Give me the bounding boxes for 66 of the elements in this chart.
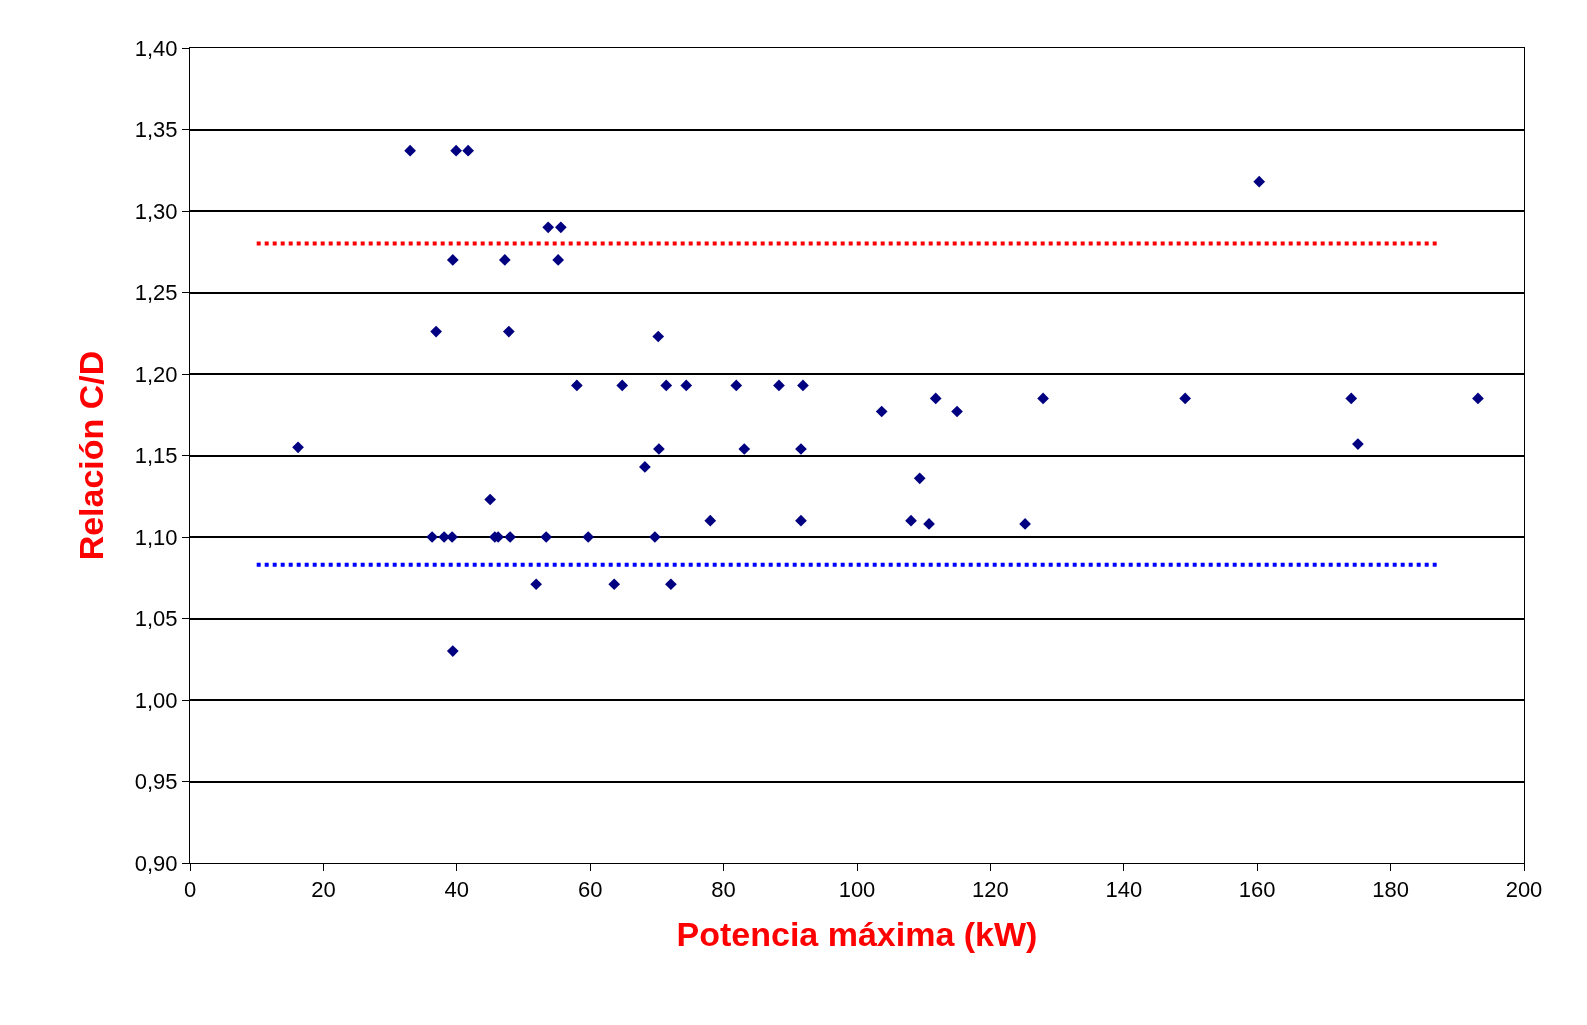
point: [446, 645, 459, 657]
y-tick-label: 1,30: [134, 198, 178, 224]
point: [795, 514, 807, 527]
point: [1472, 392, 1484, 405]
x-tick-label: 160: [1238, 877, 1276, 903]
point: [608, 578, 621, 591]
point: [773, 379, 785, 392]
x-tick-label: 0: [183, 877, 197, 903]
x-tick-label: 200: [1505, 877, 1543, 903]
point: [652, 330, 665, 343]
y-axis-title: Relación C/D: [72, 350, 111, 561]
point: [446, 254, 459, 266]
point: [913, 472, 926, 485]
point: [639, 461, 651, 473]
point: [430, 325, 442, 338]
point: [1037, 392, 1049, 405]
point: [404, 144, 416, 157]
point: [582, 531, 595, 543]
point: [730, 379, 743, 392]
point: [502, 325, 515, 338]
y-tick-label: 1,25: [134, 280, 178, 306]
point: [552, 254, 565, 266]
y-tick-label: 1,40: [134, 35, 178, 61]
x-tick-label: 180: [1372, 877, 1409, 903]
point: [929, 392, 942, 405]
point: [1253, 175, 1266, 188]
point: [530, 578, 543, 591]
y-tick-label: 1,35: [134, 117, 178, 143]
point: [660, 379, 673, 392]
y-tick-label: 1,05: [134, 606, 178, 632]
point: [1179, 392, 1192, 405]
point: [797, 379, 809, 392]
x-tick-label: 120: [972, 877, 1009, 903]
point: [571, 379, 583, 392]
point: [484, 493, 496, 506]
point: [292, 441, 304, 454]
point: [738, 443, 751, 455]
point: [1352, 438, 1364, 450]
y-tick-label: 1,10: [134, 524, 178, 550]
x-tick-label: 20: [311, 877, 336, 903]
x-tick-label: 80: [711, 877, 736, 903]
point: [616, 379, 629, 392]
point: [665, 578, 677, 591]
point: [504, 531, 517, 543]
point: [1345, 392, 1358, 405]
point: [498, 254, 511, 266]
point: [680, 379, 693, 392]
y-tick-label: 1,15: [134, 443, 178, 469]
point: [540, 531, 553, 543]
point: [542, 221, 555, 234]
y-tick-label: 1,00: [134, 687, 178, 713]
x-tick-label: 140: [1105, 877, 1143, 903]
y-tick-label: 0,90: [134, 850, 178, 876]
point: [905, 514, 917, 527]
x-tick-label: 100: [838, 877, 876, 903]
x-tick-label: 40: [444, 877, 470, 903]
point: [704, 514, 717, 527]
y-tick-label: 1,20: [134, 361, 178, 387]
x-axis-title: Potencia máxima (kW): [676, 914, 1038, 953]
point: [951, 405, 963, 418]
x-tick-label: 60: [577, 877, 603, 903]
point: [555, 221, 567, 234]
point: [462, 144, 474, 157]
y-tick-label: 0,95: [134, 769, 178, 795]
point: [875, 405, 888, 418]
point: [450, 144, 462, 157]
